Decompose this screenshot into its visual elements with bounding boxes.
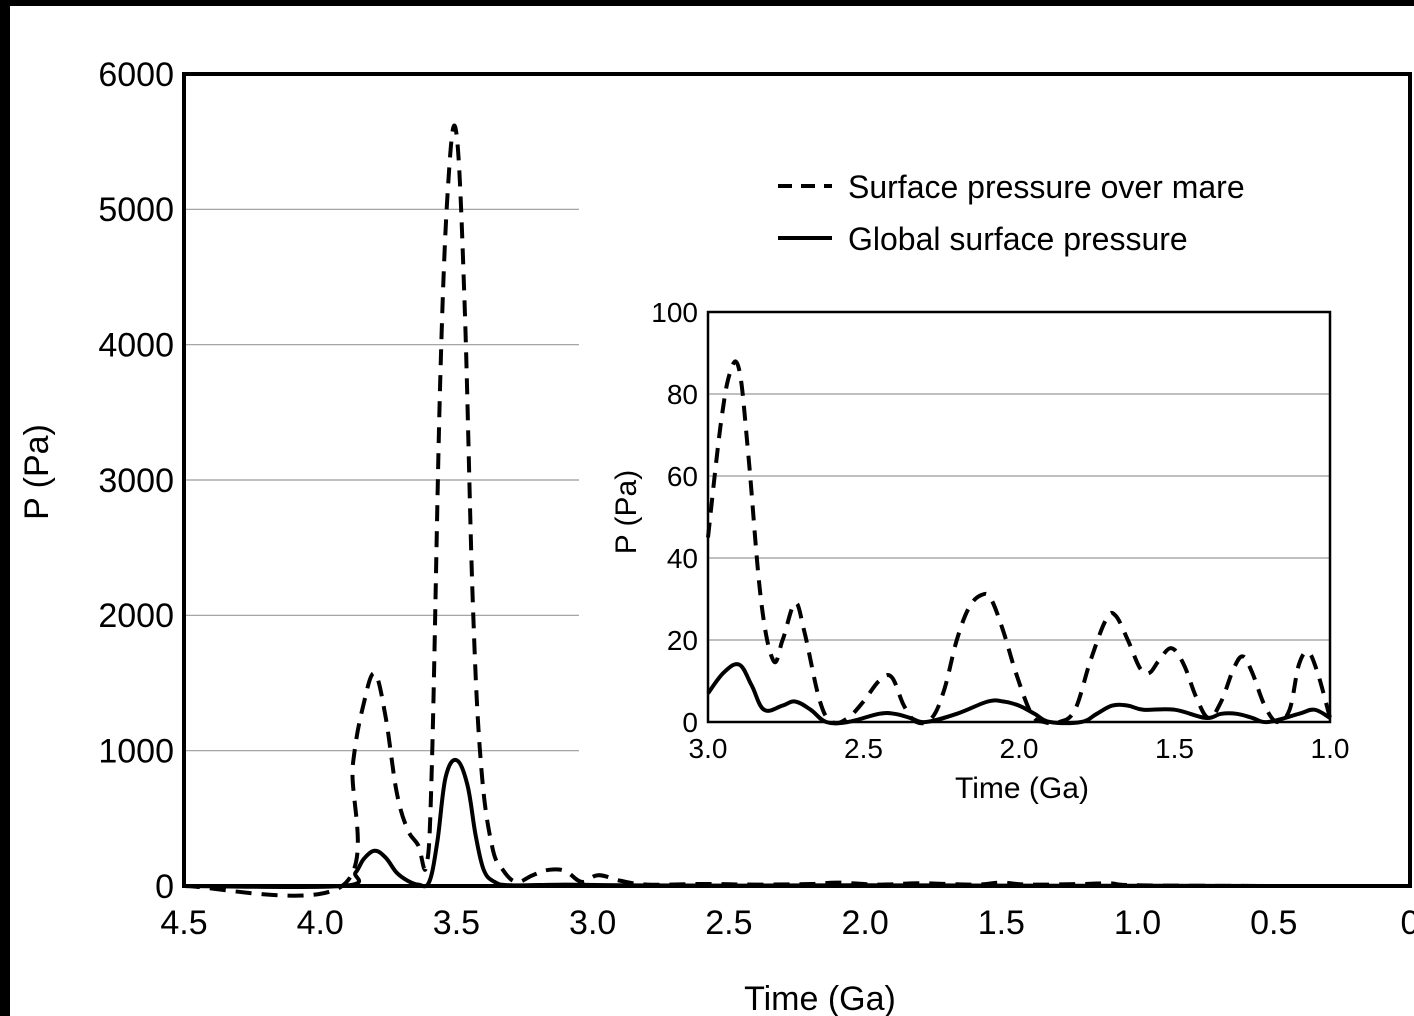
inset-x-tick-label: 2.0 xyxy=(1000,733,1039,764)
main-y-tick-label: 4000 xyxy=(98,327,174,365)
main-y-tick-label: 0 xyxy=(155,868,174,906)
legend-label-global: Global surface pressure xyxy=(848,221,1188,257)
inset-x-tick-label: 1.5 xyxy=(1155,733,1194,764)
inset-x-tick-label: 2.5 xyxy=(844,733,883,764)
inset-y-tick-label: 20 xyxy=(667,625,698,656)
main-plot-frame xyxy=(182,72,1412,888)
main-x-tick-label: 0.5 xyxy=(1250,904,1297,942)
inset-x-axis-label: Time (Ga) xyxy=(955,772,1089,805)
inset-y-tick-label: 0 xyxy=(682,707,698,738)
inset-chart: 0 20 40 60 80 100 3.0 2.5 2.0 1.5 1.0 Time (Ga) P … xyxy=(610,297,1349,805)
main-y-tick-label: 6000 xyxy=(98,56,174,94)
main-x-tick-label: 2.5 xyxy=(705,904,752,942)
main-x-axis-label: Time (Ga) xyxy=(744,980,896,1016)
inset-x-tick-label: 3.0 xyxy=(689,733,728,764)
main-x-tick-label: 2.0 xyxy=(841,904,888,942)
inset-x-tick-label: 1.0 xyxy=(1311,733,1350,764)
main-x-tick-label: 1.0 xyxy=(1114,904,1161,942)
main-x-tick-label: 1.5 xyxy=(978,904,1025,942)
inset-y-tick-label: 40 xyxy=(667,543,698,574)
main-x-tick-label: 0 xyxy=(1401,904,1414,942)
inset-series-mare xyxy=(706,359,1332,726)
inset-y-tick-label: 60 xyxy=(667,461,698,492)
main-x-tick-label: 3.5 xyxy=(433,904,480,942)
main-y-axis-label: P (Pa) xyxy=(18,424,56,520)
main-x-tick-label: 4.0 xyxy=(297,904,344,942)
inset-y-tick-label: 80 xyxy=(667,379,698,410)
main-x-tick-label: 3.0 xyxy=(569,904,616,942)
inset-grid xyxy=(708,393,1330,641)
main-grid xyxy=(184,208,579,752)
main-y-tick-label: 5000 xyxy=(98,191,174,229)
inset-series-global xyxy=(706,662,1332,726)
main-y-tick-label: 3000 xyxy=(98,462,174,500)
inset-background xyxy=(708,312,1330,722)
main-y-tick-label: 1000 xyxy=(98,733,174,771)
main-x-tick-label: 4.5 xyxy=(160,904,207,942)
legend: Surface pressure over mare Global surfac… xyxy=(778,169,1245,257)
inset-y-tick-label: 100 xyxy=(651,297,698,328)
legend-label-mare: Surface pressure over mare xyxy=(848,169,1245,205)
main-y-tick-label: 2000 xyxy=(98,597,174,635)
inset-y-axis-label: P (Pa) xyxy=(610,470,643,554)
inset-tick-labels: 0 20 40 60 80 100 3.0 2.5 2.0 1.5 1.0 xyxy=(651,297,1349,764)
inset-plot-frame xyxy=(706,310,1332,724)
inset-series-lines xyxy=(706,359,1332,726)
